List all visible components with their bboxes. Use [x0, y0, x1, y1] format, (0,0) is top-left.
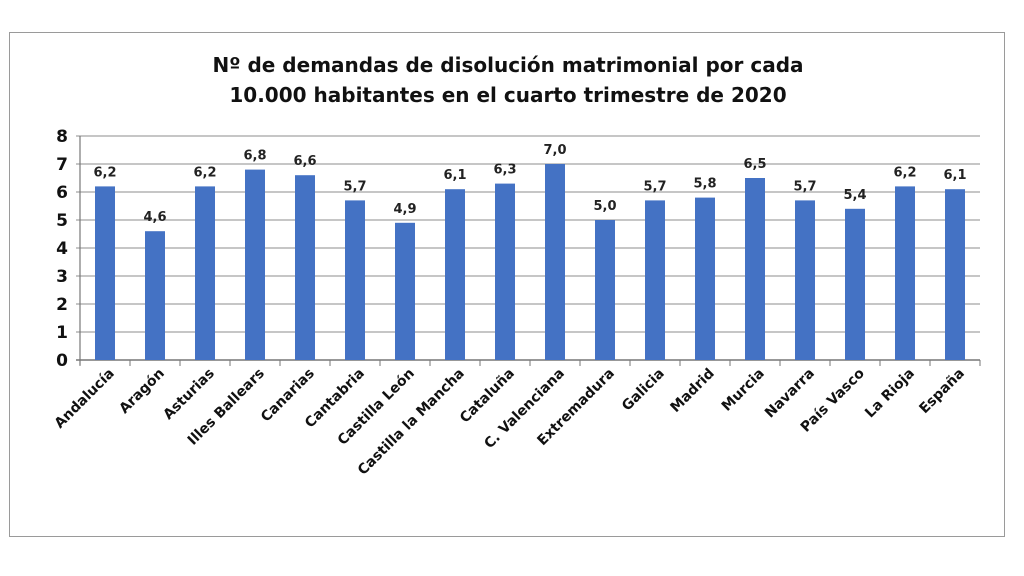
bar — [595, 220, 615, 360]
y-tick-label: 6 — [56, 183, 68, 203]
bar — [245, 169, 265, 360]
y-tick-label: 7 — [56, 155, 68, 175]
bar — [295, 175, 315, 360]
bar — [645, 200, 665, 360]
y-tick-label: 5 — [56, 211, 68, 231]
bar — [495, 183, 515, 360]
data-label: 6,1 — [943, 168, 966, 183]
data-label: 4,6 — [143, 210, 166, 225]
bar — [745, 178, 765, 360]
data-label: 5,7 — [343, 179, 366, 194]
data-label: 6,5 — [743, 157, 766, 172]
bar — [895, 186, 915, 360]
data-label: 5,8 — [693, 177, 716, 192]
y-tick-label: 8 — [56, 127, 68, 147]
bar — [145, 231, 165, 360]
bar — [945, 189, 965, 360]
data-label: 4,9 — [393, 202, 416, 217]
bar — [345, 200, 365, 360]
category-label: Madrid — [668, 366, 718, 416]
bar — [795, 200, 815, 360]
data-label: 6,6 — [293, 154, 316, 169]
category-label: Andalucía — [52, 366, 118, 432]
data-label: 5,0 — [593, 199, 616, 214]
bar — [195, 186, 215, 360]
bar — [95, 186, 115, 360]
y-tick-label: 1 — [56, 323, 68, 343]
y-tick-label: 3 — [56, 267, 68, 287]
data-label: 6,3 — [493, 163, 516, 178]
y-tick-label: 4 — [56, 239, 68, 259]
bar — [395, 222, 415, 360]
bar — [845, 208, 865, 360]
category-label: La Rioja — [862, 366, 918, 422]
data-label: 6,2 — [893, 165, 916, 180]
data-label: 5,7 — [793, 179, 816, 194]
y-tick-label: 0 — [56, 351, 68, 371]
category-label: Galicia — [619, 366, 668, 415]
y-tick-label: 2 — [56, 295, 68, 315]
category-label: Murcia — [719, 366, 768, 415]
bar — [545, 164, 565, 360]
bar — [695, 197, 715, 360]
data-label: 6,2 — [193, 165, 216, 180]
data-label: 7,0 — [543, 143, 566, 158]
chart-title-line-2: 10.000 habitantes en el cuarto trimestre… — [229, 83, 786, 107]
category-label: España — [916, 366, 967, 417]
data-label: 5,7 — [643, 179, 666, 194]
data-label: 6,2 — [93, 165, 116, 180]
chart-title-line-1: Nº de demandas de disolución matrimonial… — [212, 53, 803, 77]
data-label: 6,8 — [243, 149, 266, 164]
data-label: 6,1 — [443, 168, 466, 183]
bar — [445, 189, 465, 360]
category-label: Aragón — [116, 366, 167, 417]
chart-frame — [9, 32, 1005, 537]
data-label: 5,4 — [843, 188, 866, 203]
